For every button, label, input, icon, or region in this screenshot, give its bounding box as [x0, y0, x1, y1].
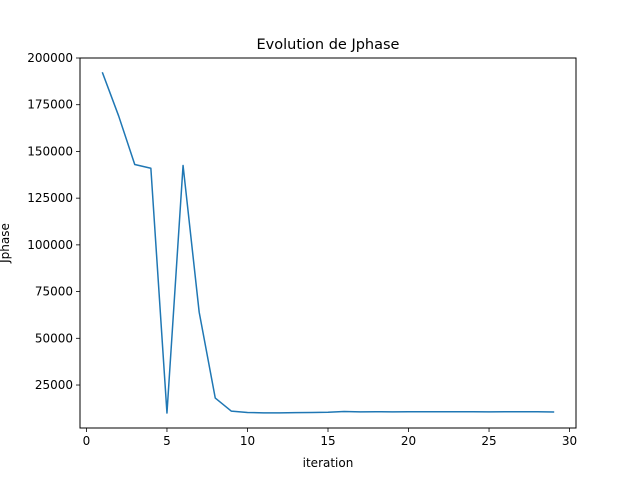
x-tick-label: 25 — [481, 434, 496, 448]
x-tick-label: 15 — [320, 434, 335, 448]
y-tick-label: 25000 — [35, 378, 73, 392]
x-tick-label: 20 — [401, 434, 416, 448]
x-tick-label: 30 — [562, 434, 577, 448]
y-tick-label: 175000 — [27, 98, 73, 112]
y-tick-label: 150000 — [27, 144, 73, 158]
chart-title: Evolution de Jphase — [257, 37, 400, 53]
y-tick-label: 100000 — [27, 238, 73, 252]
y-tick-label: 50000 — [35, 331, 73, 345]
y-axis-label: Jphase — [0, 223, 12, 264]
plot-area: 0 5 10 15 20 25 30 25000 50000 75000 100000 125000 1… — [27, 51, 577, 448]
y-tick-label: 75000 — [35, 285, 73, 299]
x-tick-label: 5 — [163, 434, 171, 448]
x-axis-label: iteration — [303, 456, 354, 470]
y-tick-label: 200000 — [27, 51, 73, 65]
x-tick-label: 10 — [240, 434, 255, 448]
series-line-0 — [101, 71, 555, 414]
x-tick-label: 0 — [83, 434, 91, 448]
y-tick-label: 125000 — [27, 191, 73, 205]
